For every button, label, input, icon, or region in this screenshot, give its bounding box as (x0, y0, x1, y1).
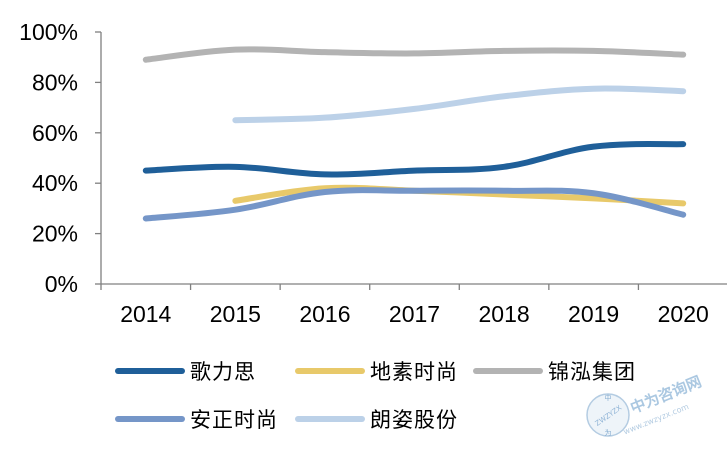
watermark-logo-bottom: 为 (605, 428, 612, 437)
legend-label: 安正时尚 (190, 408, 278, 432)
legend-item-2: 地素时尚 (298, 360, 458, 384)
x-tick-label: 2019 (568, 301, 619, 327)
series-line-3 (146, 49, 683, 59)
legend-label: 锦泓集团 (548, 360, 636, 384)
legend-label: 地素时尚 (370, 360, 458, 384)
x-tick-label: 2014 (120, 301, 171, 327)
series-lines (146, 49, 684, 218)
legend-item-1: 歌力思 (118, 360, 256, 384)
series-line-1 (146, 144, 683, 174)
series-line-4 (146, 190, 683, 218)
series-line-5 (235, 89, 683, 121)
watermark-logo-top: 中 (605, 393, 612, 402)
legend-item-5: 朗姿股份 (298, 408, 458, 432)
legend-label: 歌力思 (190, 360, 256, 384)
x-tick-label: 2017 (389, 301, 440, 327)
x-axis-tick-labels: 2014 2015 2016 2017 2018 2019 2020 (120, 301, 709, 327)
y-tick-label: 40% (32, 170, 78, 196)
y-tick-label: 100% (19, 19, 78, 45)
y-tick-label: 0% (45, 271, 78, 297)
x-tick-label: 2018 (478, 301, 529, 327)
legend-item-4: 安正时尚 (118, 408, 278, 432)
legend-label: 朗姿股份 (370, 408, 458, 432)
y-tick-label: 20% (32, 221, 78, 247)
axes (95, 32, 727, 290)
y-tick-label: 80% (32, 69, 78, 95)
legend-item-3: 锦泓集团 (476, 360, 636, 384)
x-tick-label: 2020 (658, 301, 709, 327)
x-tick-label: 2015 (210, 301, 261, 327)
y-axis-tick-labels: 0% 20% 40% 60% 80% 100% (19, 19, 78, 297)
x-tick-label: 2016 (299, 301, 350, 327)
y-tick-label: 60% (32, 120, 78, 146)
